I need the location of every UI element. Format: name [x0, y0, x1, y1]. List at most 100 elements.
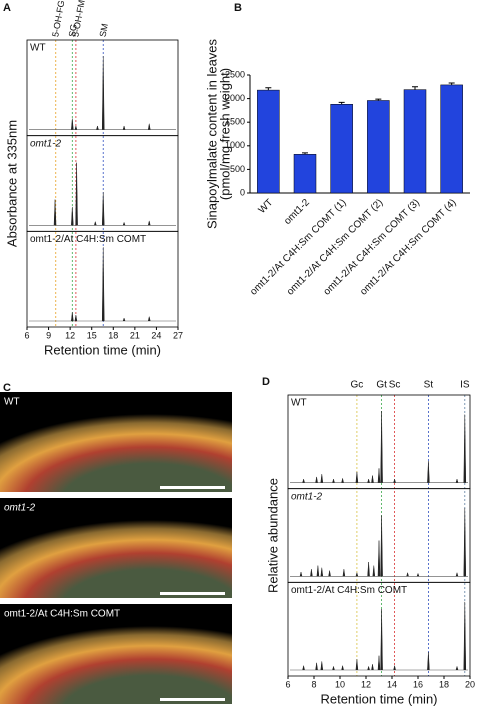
panel-label: A	[3, 2, 11, 14]
micrograph-caption: omt1-2/At C4H:Sm COMT	[4, 609, 120, 620]
peak	[355, 659, 359, 671]
peak	[96, 125, 99, 130]
peak	[341, 478, 344, 483]
marker-label: Sc	[389, 380, 401, 391]
peak	[75, 162, 78, 226]
subplot-frame	[26, 230, 179, 328]
x-tick-label: 15	[87, 330, 97, 340]
error-bar	[412, 86, 418, 90]
x-tick-label: 9	[46, 330, 51, 340]
peak	[74, 125, 78, 130]
marker-label: IS	[460, 380, 470, 391]
peak	[372, 565, 376, 577]
micrograph	[0, 498, 232, 598]
peak	[393, 478, 396, 483]
x-axis-label: Retention time (min)	[320, 691, 437, 706]
bar	[293, 154, 317, 194]
y-axis-label: Relative abundance	[265, 478, 280, 593]
peak	[332, 478, 335, 483]
x-axis-label: Retention time (min)	[44, 342, 161, 357]
y-axis-label: Absorbance at 335nm	[4, 120, 19, 247]
peak	[147, 316, 151, 322]
bar	[330, 104, 353, 194]
y-tick-label: 1500	[225, 117, 245, 127]
peak	[94, 220, 97, 226]
peak	[427, 461, 430, 483]
subplot-label: omt1-2	[291, 491, 323, 502]
x-tick-label: 16	[413, 679, 423, 689]
bar	[403, 89, 427, 194]
peak	[355, 471, 359, 483]
peak	[315, 662, 318, 671]
peak	[342, 569, 346, 577]
peak	[122, 317, 126, 322]
peak	[463, 414, 467, 483]
peak	[320, 661, 324, 671]
peak	[427, 652, 430, 671]
peak	[367, 665, 370, 671]
peak	[53, 199, 57, 226]
peak	[320, 567, 324, 577]
peak	[341, 665, 344, 671]
bar	[440, 84, 463, 194]
x-tick-label: WT	[257, 197, 276, 216]
marker-label: SG	[67, 23, 79, 38]
peak	[101, 192, 105, 226]
peak	[455, 571, 459, 577]
x-tick-label: omt1-2	[282, 197, 312, 227]
bar	[367, 100, 390, 194]
marker-label: 5-OH-FG	[50, 0, 66, 38]
peak	[122, 125, 126, 130]
x-tick-label: 14	[387, 679, 397, 689]
error-bar	[302, 152, 308, 155]
peak	[101, 247, 105, 322]
y-tick-label: 2000	[225, 93, 245, 103]
x-tick-label: 6	[24, 330, 29, 340]
x-tick-label: 10	[335, 679, 345, 689]
peak	[355, 571, 359, 577]
panel-label: B	[234, 2, 242, 14]
panel-label: C	[3, 382, 11, 394]
x-tick-label: 8	[311, 679, 316, 689]
peak	[122, 221, 126, 226]
peak	[380, 410, 383, 483]
peak	[71, 206, 74, 226]
marker-label: Gt	[376, 380, 387, 391]
micrograph	[0, 604, 232, 704]
y-tick-label: 2500	[225, 69, 245, 79]
peak	[71, 118, 74, 130]
micrograph-caption: omt1-2	[4, 503, 36, 514]
y-axis-label: (pmol/mg fresh weight)	[217, 68, 232, 200]
peak	[393, 665, 396, 671]
error-bar	[375, 98, 382, 101]
peak	[416, 572, 420, 577]
peak	[463, 601, 467, 671]
bar	[257, 89, 280, 194]
peak	[332, 665, 335, 671]
x-tick-label: 21	[130, 330, 140, 340]
marker-label: 5-OH-FM	[70, 0, 86, 38]
peak	[315, 476, 318, 483]
peak	[101, 55, 105, 130]
peak	[316, 565, 320, 577]
subplot-frame	[287, 581, 471, 677]
peak	[367, 478, 370, 483]
micrograph-caption: WT	[4, 397, 20, 408]
peak	[377, 468, 381, 483]
subplot-label: omt1-2	[30, 138, 62, 149]
x-tick-label: 20	[465, 679, 475, 689]
peak	[377, 655, 381, 671]
marker-label: SM	[98, 23, 110, 38]
subplot-label: WT	[291, 398, 307, 409]
micrograph	[0, 392, 232, 492]
peak	[299, 571, 303, 577]
peak	[455, 478, 459, 483]
panel-label: D	[262, 376, 270, 388]
x-tick-label: 24	[151, 330, 161, 340]
x-tick-label: 18	[439, 679, 449, 689]
peak	[71, 312, 74, 322]
peak	[371, 664, 374, 671]
marker-label: Gc	[351, 380, 364, 391]
y-tick-label: 1000	[225, 140, 245, 150]
